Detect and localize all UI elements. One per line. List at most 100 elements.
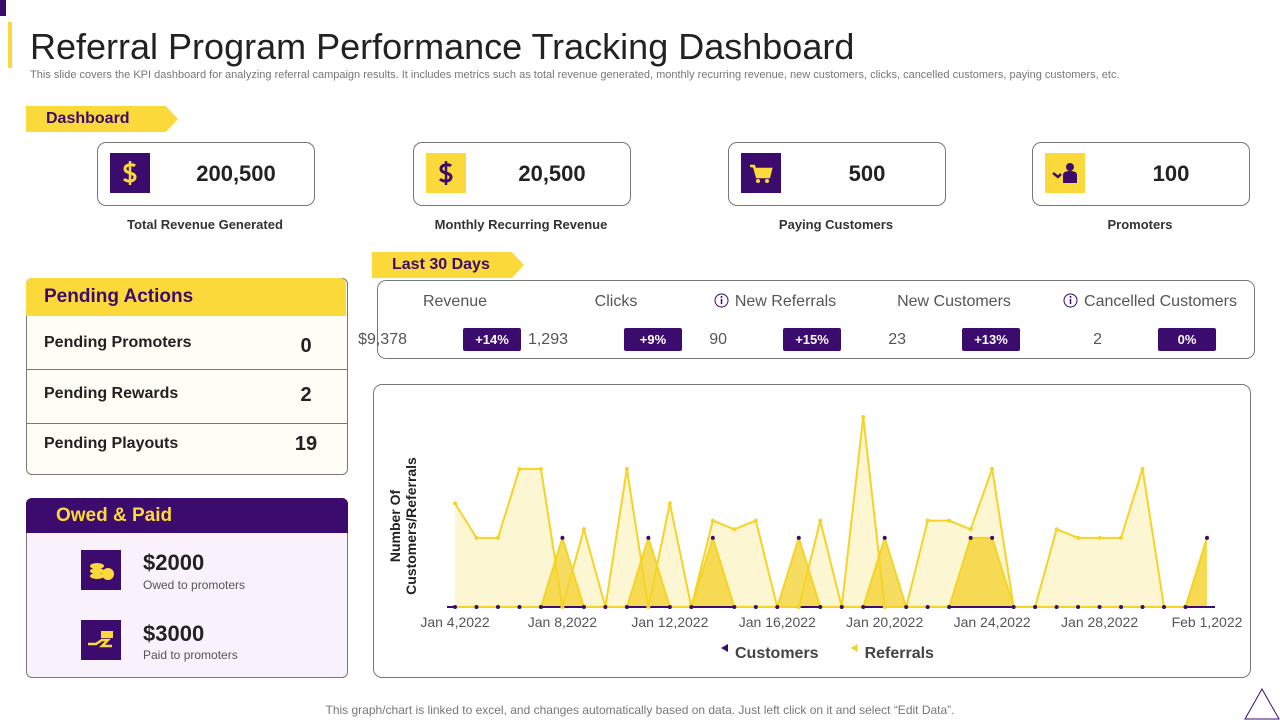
point: [1140, 605, 1145, 609]
point: [947, 518, 952, 523]
point: [1054, 527, 1059, 532]
metric-change: +13%: [962, 328, 1020, 351]
icon: [1045, 153, 1085, 193]
area: [455, 537, 1207, 607]
kpi-label: Monthly Recurring Revenue: [434, 217, 608, 232]
point: [1140, 466, 1145, 471]
icon: [81, 620, 121, 660]
point: [839, 605, 844, 609]
point: [453, 605, 457, 609]
point: [495, 535, 500, 540]
point: [925, 605, 930, 609]
pending-value: 2: [300, 384, 312, 406]
pending-label: Pending Playouts: [44, 435, 179, 452]
line: [454, 416, 1208, 608]
metric-name: Cancelled Customers: [1040, 293, 1260, 311]
legend-label: Customers: [735, 645, 819, 662]
metric-name: Clicks: [594, 293, 638, 310]
legend-marker: [721, 644, 728, 652]
decoration: [1244, 688, 1280, 720]
point: [646, 535, 651, 540]
kpi-value: 100: [1152, 161, 1190, 186]
title: Referral Program Performance Tracking Da…: [30, 26, 855, 67]
x-tick-label: Jan 28,2022: [1061, 614, 1138, 630]
note: Paid to promoters: [143, 648, 238, 662]
kpi-card: 500: [728, 142, 946, 206]
point: [1033, 605, 1038, 609]
point: [796, 605, 801, 609]
subtitle: This slide covers the KPI dashboard for …: [30, 69, 1120, 81]
icon: [110, 153, 150, 193]
dashboard-tag: Dashboard: [26, 106, 178, 132]
point: [882, 605, 887, 609]
kpi-value: 200,500: [196, 161, 276, 186]
x-tick-label: Jan 8,2022: [528, 614, 597, 630]
divider: [26, 423, 347, 424]
metric-change: +15%: [783, 328, 841, 351]
x-tick-label: Jan 24,2022: [954, 614, 1031, 630]
kpi-value: 20,500: [518, 161, 586, 186]
line: [455, 534, 1208, 608]
point: [947, 605, 952, 609]
point: [1076, 535, 1081, 540]
metric-value: 1,293: [527, 331, 568, 348]
point: [775, 605, 780, 609]
point: [667, 605, 672, 609]
amount: $3000: [143, 621, 205, 646]
pending-label: Pending Promoters: [44, 334, 192, 351]
point: [689, 605, 694, 609]
point: [1119, 535, 1124, 540]
point: [517, 466, 522, 471]
point: [560, 605, 565, 609]
accent: [0, 0, 6, 16]
metric-change: 0%: [1158, 328, 1216, 351]
point: [882, 535, 887, 540]
icon: [81, 550, 121, 590]
kpi-label: Promoters: [1107, 217, 1173, 232]
point: [710, 518, 715, 523]
point: [753, 605, 758, 609]
point: [796, 535, 801, 540]
point: [624, 605, 629, 609]
divider: [26, 369, 347, 370]
point: [1054, 605, 1059, 609]
metric-name: Revenue: [422, 293, 488, 310]
chart-box: [373, 384, 1251, 678]
point: [1162, 605, 1167, 609]
point: [474, 605, 479, 609]
metric-change: +9%: [624, 328, 682, 351]
point: [904, 605, 909, 609]
kpi-card: 100: [1032, 142, 1250, 206]
point: [968, 535, 973, 540]
x-tick-label: Feb 1,2022: [1172, 614, 1243, 630]
pending-value: 19: [294, 433, 318, 455]
point: [1076, 605, 1081, 609]
point: [1011, 605, 1016, 609]
point: [495, 605, 500, 609]
footer: This graph/chart is linked to excel, and…: [325, 703, 955, 717]
icon: [741, 153, 781, 193]
point: [581, 605, 586, 609]
metric-name: New Customers: [897, 293, 1011, 310]
kpi-label: Total Revenue Generated: [127, 217, 283, 232]
metric-value: 2: [1093, 331, 1102, 348]
x-tick-label: Jan 4,2022: [420, 614, 489, 630]
point: [818, 605, 823, 609]
point: [710, 535, 715, 540]
metrics-box: [377, 280, 1255, 359]
point: [1097, 605, 1102, 609]
note: Owed to promoters: [143, 578, 246, 592]
point: [453, 501, 457, 506]
legend-label: Referrals: [865, 645, 934, 662]
panel-title: Pending Actions: [26, 278, 346, 316]
point: [968, 527, 973, 532]
point: [1183, 605, 1188, 609]
amount: $2000: [143, 550, 205, 575]
icon: [426, 153, 466, 193]
metric-value: $9,378: [358, 331, 407, 348]
point: [646, 605, 651, 609]
point: [990, 466, 995, 471]
info-icon: [714, 293, 729, 308]
point: [818, 518, 823, 523]
